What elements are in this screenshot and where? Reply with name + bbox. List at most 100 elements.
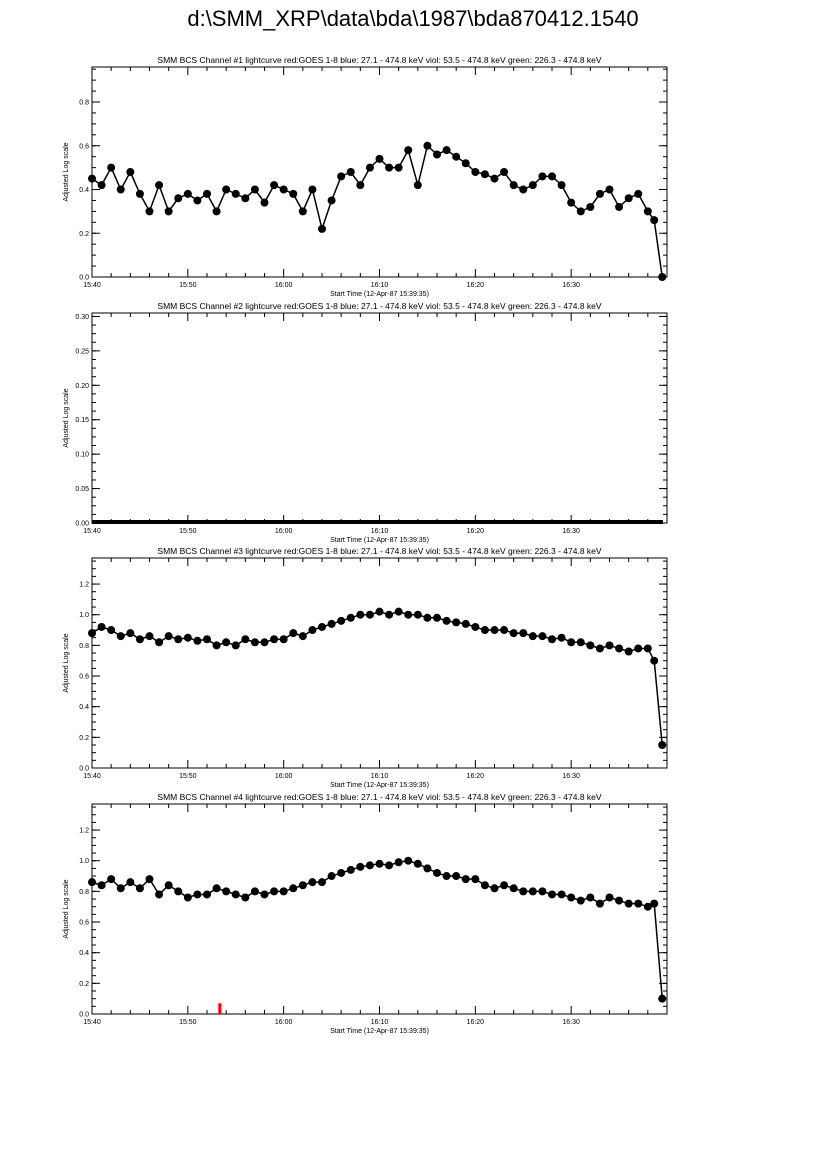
data-point [624,899,633,908]
data-point [327,619,336,628]
data-point [193,196,202,205]
series-line [91,859,663,999]
data-point [586,893,595,902]
data-point [279,635,288,644]
data-point [567,638,576,647]
data-point [135,189,144,198]
data-point [413,859,422,868]
x-tick-label: 16:00 [275,282,293,289]
data-point [634,899,643,908]
plot-frame [91,66,668,278]
data-point [509,884,518,893]
y-tick-label: 0.6 [79,143,89,150]
data-point [461,875,470,884]
data-point [404,610,413,619]
data-point [260,198,269,207]
data-point [193,890,202,899]
y-tick-label: 1.2 [79,582,89,589]
data-point [126,168,135,176]
x-tick-label: 16:20 [467,528,485,535]
data-point [500,881,509,890]
data-point [605,185,614,194]
data-point [116,185,125,194]
data-point [164,207,173,216]
panel-1: SMM BCS Channel #1 lightcurve red:GOES 1… [63,55,668,298]
data-point [222,887,231,896]
data-point [650,899,659,908]
data-point [385,163,394,172]
data-point [327,872,336,881]
data-point [528,887,537,896]
data-point [174,194,183,203]
data-point [595,644,604,653]
data-point [442,616,451,625]
data-point [480,881,489,890]
y-axis-label: Adjusted Log scale [63,879,70,938]
data-point [107,163,116,172]
y-tick-label: 0.8 [79,889,89,896]
x-tick-label: 16:10 [371,282,389,289]
data-point [241,893,250,902]
data-point [548,635,556,644]
data-point [385,861,394,870]
data-point [346,865,355,874]
x-tick-label: 15:50 [179,1019,197,1026]
data-point [413,610,422,619]
data-point [145,632,154,641]
data-point [433,613,441,622]
data-point [308,626,317,635]
data-point [375,607,384,616]
data-point [480,170,489,179]
data-point [365,861,374,870]
data-point [586,203,595,211]
data-point [538,887,547,896]
y-tick-label: 0.0 [79,1012,89,1019]
data-point [452,872,461,881]
data-point [289,629,298,638]
data-point [423,613,432,622]
data-point [605,893,614,902]
data-point [356,181,365,190]
data-point [528,181,537,190]
data-point [270,887,279,896]
data-point [452,152,461,161]
data-point [595,899,604,908]
x-tick-label: 16:00 [275,528,293,535]
data-point [183,189,192,198]
x-tick-label: 16:30 [562,1019,580,1026]
data-point [433,868,441,877]
y-tick-label: 1.0 [79,612,89,619]
plot-frame [91,557,668,769]
x-tick-label: 16:20 [467,282,485,289]
y-tick-label: 0.6 [79,920,89,927]
data-point [548,890,556,899]
x-tick-label: 16:20 [467,1019,485,1026]
x-axis-label: Start Time (12-Apr-87 15:39:35) [330,291,429,298]
data-point [538,172,547,181]
data-point [624,194,633,203]
data-point [260,638,269,647]
data-point [658,273,667,281]
data-point [231,189,240,198]
data-point [375,154,384,163]
data-point [126,878,135,887]
y-tick-label: 0.0 [79,766,89,773]
y-tick-label: 0.8 [79,643,89,650]
y-tick-label: 0.15 [75,417,89,424]
data-point [250,185,259,194]
y-tick-label: 0.6 [79,674,89,681]
data-point [394,858,403,867]
data-point [88,174,96,183]
y-tick-label: 1.0 [79,858,89,865]
panel-title: SMM BCS Channel #3 lightcurve red:GOES 1… [157,546,601,556]
data-point [615,203,624,211]
main-title: d:\SMM_XRP\data\bda\1987\bda870412.1540 [187,6,639,31]
panel-title: SMM BCS Channel #1 lightcurve red:GOES 1… [157,55,601,65]
x-tick-label: 16:00 [275,1019,293,1026]
data-point [155,638,164,647]
data-point [164,881,173,890]
data-point [643,207,652,216]
panel-2: SMM BCS Channel #2 lightcurve red:GOES 1… [63,301,668,544]
data-point [490,626,499,635]
y-axis-label: Adjusted Log scale [63,142,70,201]
